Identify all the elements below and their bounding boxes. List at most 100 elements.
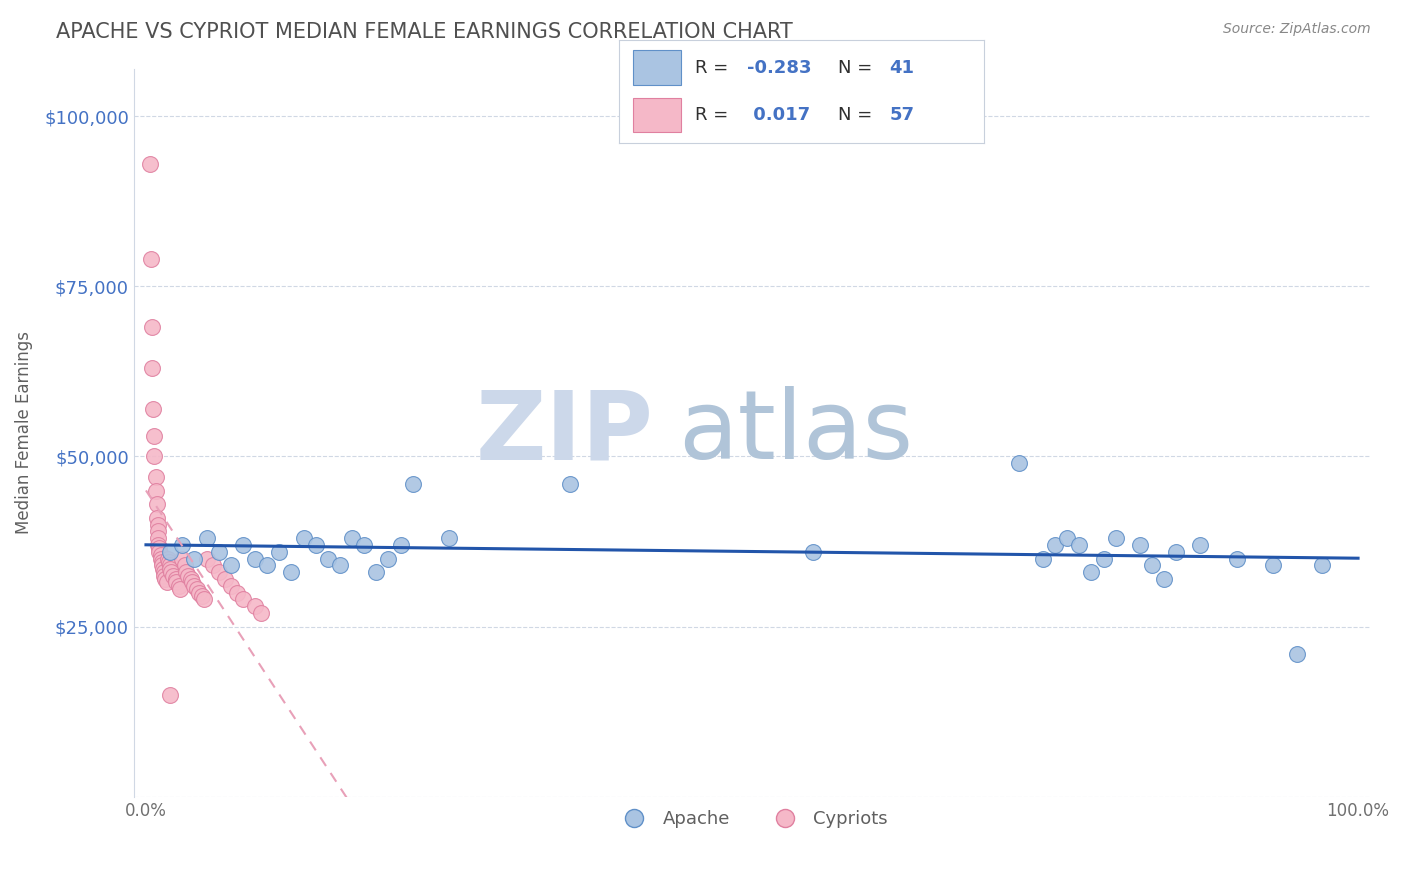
Bar (633, 97, 681, 132)
Point (183, 579, 205, 593)
Point (560, 476, 582, 491)
Point (150, 558, 173, 573)
Point (1310, 558, 1333, 573)
Point (353, 538, 375, 552)
Point (1043, 538, 1066, 552)
Point (195, 531, 218, 545)
Point (256, 558, 278, 573)
Text: 57: 57 (889, 106, 914, 124)
Bar (633, 50, 681, 86)
Point (1129, 538, 1152, 552)
Point (1286, 647, 1309, 661)
Point (1153, 572, 1175, 586)
Point (177, 568, 200, 582)
Point (159, 688, 181, 702)
Text: atlas: atlas (678, 386, 912, 479)
Point (162, 568, 184, 582)
Point (156, 551, 179, 566)
Point (146, 538, 169, 552)
Point (172, 538, 194, 552)
Point (219, 579, 242, 593)
Point (183, 551, 205, 566)
Text: 41: 41 (889, 59, 914, 77)
Point (437, 531, 460, 545)
Point (149, 551, 172, 566)
Point (149, 548, 172, 562)
Point (208, 545, 231, 559)
Point (329, 558, 352, 573)
Point (153, 565, 176, 579)
Point (232, 538, 254, 552)
Point (195, 551, 218, 566)
Text: -0.283: -0.283 (747, 59, 811, 77)
Point (280, 565, 302, 579)
Point (1104, 531, 1126, 545)
Point (142, 401, 165, 416)
Point (401, 476, 423, 491)
Point (159, 545, 181, 559)
Point (145, 470, 167, 484)
Point (1189, 538, 1212, 552)
Point (155, 575, 177, 590)
Point (243, 599, 266, 614)
Point (138, 157, 160, 171)
Point (165, 575, 187, 590)
Point (269, 545, 291, 559)
Point (243, 551, 266, 566)
Point (1056, 531, 1078, 545)
Point (1032, 551, 1054, 566)
Point (201, 558, 224, 573)
Point (155, 572, 177, 586)
Point (139, 252, 162, 266)
Point (316, 551, 339, 566)
Point (159, 562, 181, 576)
Point (801, 545, 824, 559)
Point (208, 565, 231, 579)
Point (1140, 558, 1163, 573)
Point (366, 565, 388, 579)
Point (174, 565, 197, 579)
Point (152, 562, 174, 576)
Y-axis label: Median Female Earnings: Median Female Earnings (15, 331, 32, 534)
Point (148, 541, 170, 556)
Point (167, 579, 190, 593)
Point (1263, 558, 1285, 573)
Text: N =: N = (838, 59, 877, 77)
Text: R =: R = (696, 59, 734, 77)
Point (143, 450, 166, 464)
Point (190, 589, 212, 603)
Point (305, 538, 328, 552)
Point (232, 592, 254, 607)
Text: R =: R = (696, 106, 734, 124)
Point (292, 531, 315, 545)
Text: N =: N = (838, 106, 877, 124)
Text: ZIP: ZIP (475, 386, 654, 479)
Point (219, 558, 242, 573)
Point (1069, 538, 1091, 552)
Point (169, 582, 191, 597)
Point (159, 558, 181, 573)
Point (214, 572, 236, 586)
Point (146, 524, 169, 539)
Point (153, 568, 176, 582)
Point (1226, 551, 1249, 566)
Point (165, 572, 187, 586)
Legend: Apache, Cypriots: Apache, Cypriots (609, 803, 896, 835)
Point (145, 483, 167, 498)
Point (141, 361, 163, 376)
Point (150, 555, 173, 569)
Point (160, 565, 183, 579)
Point (146, 497, 169, 511)
Point (1008, 456, 1031, 470)
Point (1166, 545, 1188, 559)
Point (1092, 551, 1115, 566)
Point (340, 531, 363, 545)
Point (148, 545, 170, 559)
Point (172, 551, 194, 566)
Point (141, 320, 163, 334)
Point (173, 558, 195, 573)
Point (186, 582, 208, 597)
Point (146, 531, 169, 545)
Point (143, 429, 166, 443)
Point (1080, 565, 1102, 579)
